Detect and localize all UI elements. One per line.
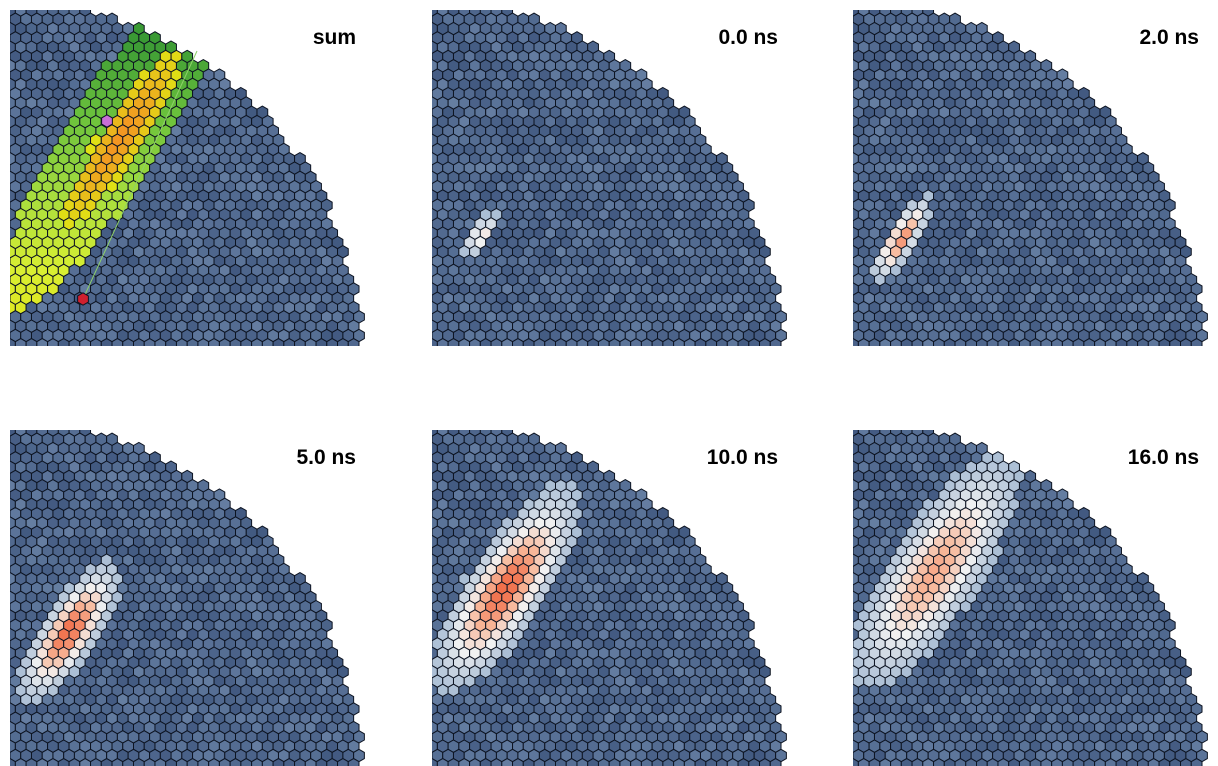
hex-panel-2ns: 2.0 ns [853, 10, 1218, 346]
track-start-marker [78, 293, 89, 305]
isolated-hit-marker [102, 115, 113, 127]
hex-map-5ns [10, 430, 382, 766]
hex-map-10ns [432, 430, 804, 766]
hex-map-2ns [853, 10, 1218, 346]
panel-label-0ns: 0.0 ns [718, 26, 778, 50]
panel-label-sum: sum [313, 26, 356, 50]
hex-panel-10ns: 10.0 ns [432, 430, 804, 766]
hex-map-0ns [432, 10, 804, 346]
hex-panel-5ns: 5.0 ns [10, 430, 382, 766]
hex-map-sum [10, 10, 382, 346]
hex-panel-sum: sum [10, 10, 382, 346]
panel-label-5ns: 5.0 ns [296, 446, 356, 470]
panel-label-2ns: 2.0 ns [1139, 26, 1199, 50]
hex-panel-0ns: 0.0 ns [432, 10, 804, 346]
